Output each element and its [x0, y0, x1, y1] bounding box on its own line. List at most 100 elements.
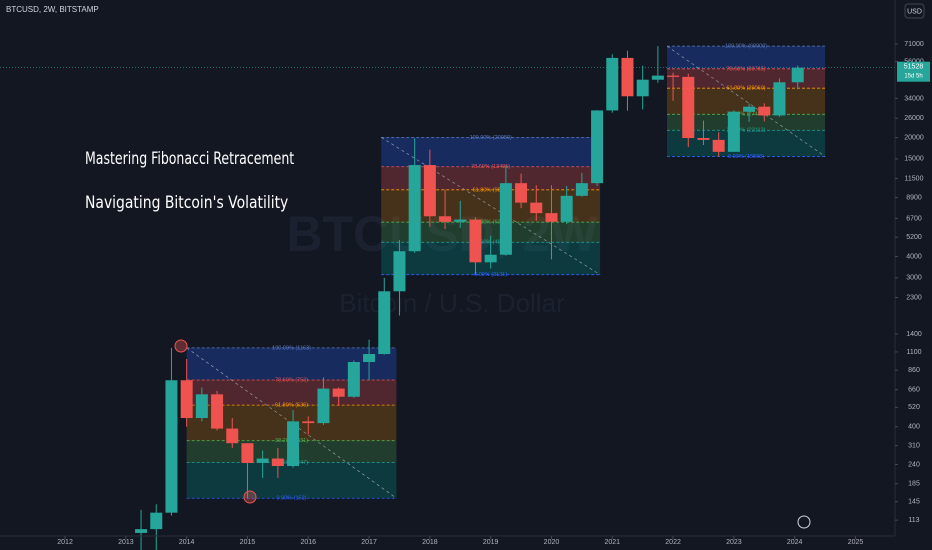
y-tick-label: 1100: [906, 349, 921, 356]
candle-body: [332, 388, 345, 397]
y-tick-label: 113: [908, 517, 919, 524]
currency-label: USD: [907, 8, 922, 15]
x-tick-label: 2013: [118, 539, 134, 546]
candle-body: [180, 380, 193, 419]
x-tick-label: 2012: [57, 539, 73, 546]
candle-body: [302, 421, 315, 424]
trend-line: [666, 45, 826, 157]
x-tick-label: 2022: [665, 539, 681, 546]
candle-body: [439, 216, 452, 222]
candle-body: [287, 421, 300, 467]
candle-body: [150, 512, 163, 530]
candle-body: [195, 394, 208, 419]
candle-body: [515, 183, 528, 203]
y-tick-label: 2300: [906, 294, 922, 301]
x-tick-label: 2017: [361, 539, 377, 546]
fib-label: 23.60% (22112): [727, 128, 766, 134]
candle-body: [347, 362, 360, 397]
fib-label: 100.00% (69000): [725, 44, 767, 50]
fib-band: [381, 166, 601, 190]
candle-body: [423, 165, 436, 217]
fib-label: 78.60% (13491): [471, 164, 510, 170]
y-tick-label: 240: [908, 461, 920, 468]
trend-line: [381, 137, 601, 275]
y-tick-label: 185: [908, 481, 920, 488]
candle-body: [606, 57, 619, 111]
candle-body: [791, 67, 804, 83]
candle-body: [636, 79, 649, 97]
fib-label: 100.00% (1163): [272, 345, 311, 351]
fib-label: 100.00% (20080): [470, 135, 512, 141]
candle-body: [484, 254, 497, 263]
candle-body: [241, 443, 254, 463]
candle-body: [530, 202, 543, 214]
fib-label: 38.20% (27430): [726, 112, 765, 118]
candle-body: [165, 380, 178, 513]
candle-body: [454, 219, 467, 222]
y-tick-label: 5200: [906, 234, 922, 241]
fib-label: 0.00% (15508): [728, 154, 764, 160]
candle-body: [727, 111, 740, 152]
y-tick-label: 26000: [904, 115, 924, 122]
x-tick-label: 2018: [422, 539, 438, 546]
x-tick-label: 2015: [240, 539, 256, 546]
candle-body: [226, 428, 239, 444]
candle-body: [697, 138, 710, 140]
last-price-label: 51528: [904, 64, 924, 71]
fib-label: 38.20% (6368): [473, 220, 509, 226]
candle-body: [575, 183, 588, 196]
headline: Mastering Fibonacci Retracement: [85, 149, 295, 169]
fib-band: [186, 462, 397, 499]
x-tick-label: 2021: [604, 539, 620, 546]
x-tick-label: 2024: [787, 539, 803, 546]
candle-body: [545, 213, 558, 222]
fib-label: 0.00% (152): [277, 496, 307, 502]
y-tick-label: 660: [908, 387, 920, 394]
low-marker: [243, 490, 257, 504]
candle-body: [393, 251, 406, 292]
y-tick-label: 310: [908, 442, 920, 449]
fib-band: [381, 222, 601, 243]
y-tick-label: 20000: [904, 134, 924, 141]
candle-body: [743, 106, 756, 112]
candle-body: [408, 165, 421, 252]
candle-body: [667, 75, 680, 77]
y-tick-label: 15000: [904, 156, 924, 163]
fib-band: [381, 137, 601, 167]
y-tick-label: 34000: [904, 95, 924, 102]
y-tick-label: 4000: [906, 253, 922, 260]
alert-icon[interactable]: [797, 515, 811, 529]
plot-area: 100.00% (1163) 78.60% (753) 61.80% (536) 38…: [0, 44, 895, 550]
high-marker: [174, 339, 188, 353]
x-tick-label: 2025: [848, 539, 864, 546]
y-tick-label: 1400: [906, 331, 922, 338]
candle-body: [135, 529, 148, 533]
candle-body: [499, 183, 512, 255]
candle-body: [560, 195, 573, 222]
candle-body: [378, 291, 391, 355]
x-tick-label: 2019: [483, 539, 499, 546]
y-tick-label: 71000: [904, 41, 924, 48]
y-tick-label: 520: [908, 404, 920, 411]
fib-band: [666, 114, 826, 131]
candle-body: [256, 458, 269, 463]
y-tick-label: 3000: [906, 275, 922, 282]
candle-body: [591, 110, 604, 184]
candle-body: [317, 388, 330, 424]
y-tick-label: 400: [908, 424, 920, 431]
fib-band: [186, 347, 397, 380]
subheadline: Navigating Bitcoin's Volatility: [85, 193, 288, 213]
y-tick-label: 8900: [906, 194, 922, 201]
candle-body: [271, 458, 284, 467]
candle-body: [363, 354, 376, 363]
candle-body: [773, 82, 786, 116]
candle-body: [211, 394, 224, 429]
candle-body: [651, 75, 664, 80]
fib-label: 61.80% (39060): [726, 86, 765, 92]
x-tick-label: 2016: [300, 539, 316, 546]
candle-body: [621, 57, 634, 97]
candle-body: [712, 139, 725, 152]
x-tick-label: 2020: [544, 539, 560, 546]
currency-button[interactable]: [904, 3, 925, 19]
